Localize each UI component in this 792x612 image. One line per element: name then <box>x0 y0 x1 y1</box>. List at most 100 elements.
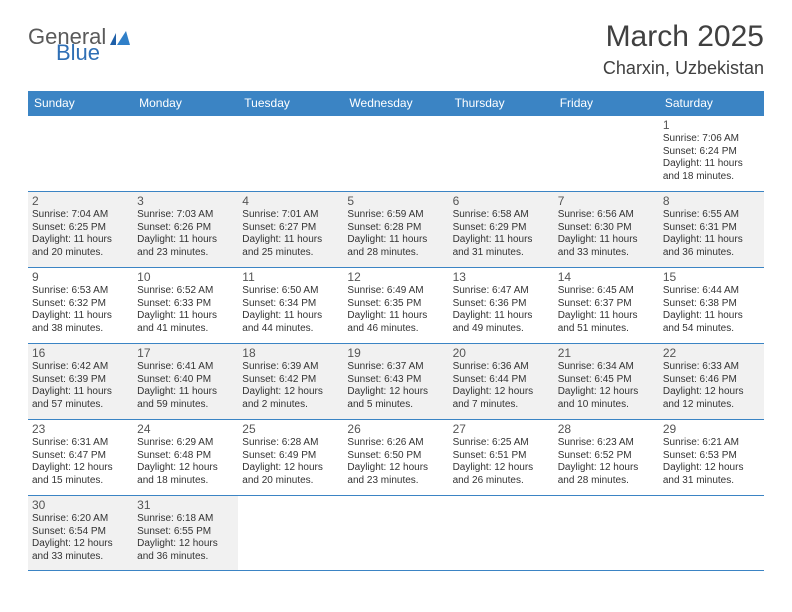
sunset-line: Sunset: 6:44 PM <box>453 374 550 387</box>
day-info: Sunrise: 6:18 AMSunset: 6:55 PMDaylight:… <box>137 513 234 563</box>
daylight-line: Daylight: 12 hours and 28 minutes. <box>558 462 655 487</box>
daylight-line: Daylight: 11 hours and 31 minutes. <box>453 234 550 259</box>
sunset-line: Sunset: 6:45 PM <box>558 374 655 387</box>
sunrise-line: Sunrise: 6:41 AM <box>137 361 234 374</box>
sunset-line: Sunset: 6:54 PM <box>32 526 129 539</box>
sunrise-line: Sunrise: 6:53 AM <box>32 285 129 298</box>
daylight-line: Daylight: 11 hours and 59 minutes. <box>137 386 234 411</box>
sunrise-line: Sunrise: 6:36 AM <box>453 361 550 374</box>
sunrise-line: Sunrise: 6:52 AM <box>137 285 234 298</box>
day-info: Sunrise: 6:31 AMSunset: 6:47 PMDaylight:… <box>32 437 129 487</box>
daylight-line: Daylight: 11 hours and 23 minutes. <box>137 234 234 259</box>
day-info: Sunrise: 6:23 AMSunset: 6:52 PMDaylight:… <box>558 437 655 487</box>
calendar-empty-cell <box>554 115 659 191</box>
sunset-line: Sunset: 6:34 PM <box>242 298 339 311</box>
day-info: Sunrise: 6:44 AMSunset: 6:38 PMDaylight:… <box>663 285 760 335</box>
calendar-empty-cell <box>449 115 554 191</box>
day-info: Sunrise: 6:21 AMSunset: 6:53 PMDaylight:… <box>663 437 760 487</box>
sunset-line: Sunset: 6:31 PM <box>663 222 760 235</box>
daylight-line: Daylight: 11 hours and 41 minutes. <box>137 310 234 335</box>
calendar-empty-cell <box>133 115 238 191</box>
day-number: 9 <box>32 270 129 284</box>
day-number: 11 <box>242 270 339 284</box>
sunset-line: Sunset: 6:53 PM <box>663 450 760 463</box>
sunset-line: Sunset: 6:24 PM <box>663 146 760 159</box>
calendar-day-cell: 27Sunrise: 6:25 AMSunset: 6:51 PMDayligh… <box>449 419 554 495</box>
calendar-empty-cell <box>659 495 764 571</box>
calendar-day-cell: 19Sunrise: 6:37 AMSunset: 6:43 PMDayligh… <box>343 343 448 419</box>
flag-icon <box>110 31 132 47</box>
day-info: Sunrise: 6:52 AMSunset: 6:33 PMDaylight:… <box>137 285 234 335</box>
day-info: Sunrise: 6:58 AMSunset: 6:29 PMDaylight:… <box>453 209 550 259</box>
day-number: 19 <box>347 346 444 360</box>
day-number: 8 <box>663 194 760 208</box>
day-number: 1 <box>663 118 760 132</box>
daylight-line: Daylight: 12 hours and 2 minutes. <box>242 386 339 411</box>
daylight-line: Daylight: 11 hours and 36 minutes. <box>663 234 760 259</box>
sunrise-line: Sunrise: 6:34 AM <box>558 361 655 374</box>
calendar-day-cell: 13Sunrise: 6:47 AMSunset: 6:36 PMDayligh… <box>449 267 554 343</box>
day-number: 22 <box>663 346 760 360</box>
calendar-day-cell: 8Sunrise: 6:55 AMSunset: 6:31 PMDaylight… <box>659 191 764 267</box>
calendar-day-cell: 21Sunrise: 6:34 AMSunset: 6:45 PMDayligh… <box>554 343 659 419</box>
calendar-empty-cell <box>343 115 448 191</box>
sunset-line: Sunset: 6:46 PM <box>663 374 760 387</box>
calendar-empty-cell <box>238 115 343 191</box>
daylight-line: Daylight: 11 hours and 25 minutes. <box>242 234 339 259</box>
sunset-line: Sunset: 6:38 PM <box>663 298 760 311</box>
weekday-header: Thursday <box>449 91 554 115</box>
day-info: Sunrise: 6:47 AMSunset: 6:36 PMDaylight:… <box>453 285 550 335</box>
sunrise-line: Sunrise: 6:39 AM <box>242 361 339 374</box>
calendar-day-cell: 7Sunrise: 6:56 AMSunset: 6:30 PMDaylight… <box>554 191 659 267</box>
day-info: Sunrise: 6:59 AMSunset: 6:28 PMDaylight:… <box>347 209 444 259</box>
calendar-day-cell: 20Sunrise: 6:36 AMSunset: 6:44 PMDayligh… <box>449 343 554 419</box>
sunset-line: Sunset: 6:40 PM <box>137 374 234 387</box>
weekday-header: Sunday <box>28 91 133 115</box>
month-title: March 2025 <box>603 20 764 54</box>
calendar-day-cell: 24Sunrise: 6:29 AMSunset: 6:48 PMDayligh… <box>133 419 238 495</box>
daylight-line: Daylight: 12 hours and 20 minutes. <box>242 462 339 487</box>
day-info: Sunrise: 6:49 AMSunset: 6:35 PMDaylight:… <box>347 285 444 335</box>
day-info: Sunrise: 7:04 AMSunset: 6:25 PMDaylight:… <box>32 209 129 259</box>
sunset-line: Sunset: 6:37 PM <box>558 298 655 311</box>
day-number: 2 <box>32 194 129 208</box>
sunset-line: Sunset: 6:47 PM <box>32 450 129 463</box>
day-number: 27 <box>453 422 550 436</box>
day-number: 21 <box>558 346 655 360</box>
calendar-day-cell: 28Sunrise: 6:23 AMSunset: 6:52 PMDayligh… <box>554 419 659 495</box>
location-label: Charxin, Uzbekistan <box>603 58 764 79</box>
daylight-line: Daylight: 11 hours and 49 minutes. <box>453 310 550 335</box>
calendar-day-cell: 5Sunrise: 6:59 AMSunset: 6:28 PMDaylight… <box>343 191 448 267</box>
day-info: Sunrise: 7:06 AMSunset: 6:24 PMDaylight:… <box>663 133 760 183</box>
sunrise-line: Sunrise: 6:58 AM <box>453 209 550 222</box>
sunrise-line: Sunrise: 6:29 AM <box>137 437 234 450</box>
day-info: Sunrise: 6:39 AMSunset: 6:42 PMDaylight:… <box>242 361 339 411</box>
daylight-line: Daylight: 12 hours and 12 minutes. <box>663 386 760 411</box>
day-info: Sunrise: 6:53 AMSunset: 6:32 PMDaylight:… <box>32 285 129 335</box>
daylight-line: Daylight: 12 hours and 36 minutes. <box>137 538 234 563</box>
daylight-line: Daylight: 11 hours and 57 minutes. <box>32 386 129 411</box>
calendar-day-cell: 12Sunrise: 6:49 AMSunset: 6:35 PMDayligh… <box>343 267 448 343</box>
sunset-line: Sunset: 6:52 PM <box>558 450 655 463</box>
sunrise-line: Sunrise: 6:42 AM <box>32 361 129 374</box>
sunset-line: Sunset: 6:42 PM <box>242 374 339 387</box>
day-number: 30 <box>32 498 129 512</box>
sunrise-line: Sunrise: 6:37 AM <box>347 361 444 374</box>
day-info: Sunrise: 6:56 AMSunset: 6:30 PMDaylight:… <box>558 209 655 259</box>
sunset-line: Sunset: 6:35 PM <box>347 298 444 311</box>
sunrise-line: Sunrise: 6:33 AM <box>663 361 760 374</box>
weekday-header: Friday <box>554 91 659 115</box>
calendar-body: 1Sunrise: 7:06 AMSunset: 6:24 PMDaylight… <box>28 115 764 571</box>
day-number: 26 <box>347 422 444 436</box>
sunrise-line: Sunrise: 6:31 AM <box>32 437 129 450</box>
calendar-day-cell: 25Sunrise: 6:28 AMSunset: 6:49 PMDayligh… <box>238 419 343 495</box>
sunset-line: Sunset: 6:43 PM <box>347 374 444 387</box>
daylight-line: Daylight: 11 hours and 44 minutes. <box>242 310 339 335</box>
calendar-empty-cell <box>28 115 133 191</box>
day-number: 24 <box>137 422 234 436</box>
calendar-day-cell: 22Sunrise: 6:33 AMSunset: 6:46 PMDayligh… <box>659 343 764 419</box>
sunrise-line: Sunrise: 7:06 AM <box>663 133 760 146</box>
sunset-line: Sunset: 6:30 PM <box>558 222 655 235</box>
calendar-day-cell: 18Sunrise: 6:39 AMSunset: 6:42 PMDayligh… <box>238 343 343 419</box>
day-number: 7 <box>558 194 655 208</box>
